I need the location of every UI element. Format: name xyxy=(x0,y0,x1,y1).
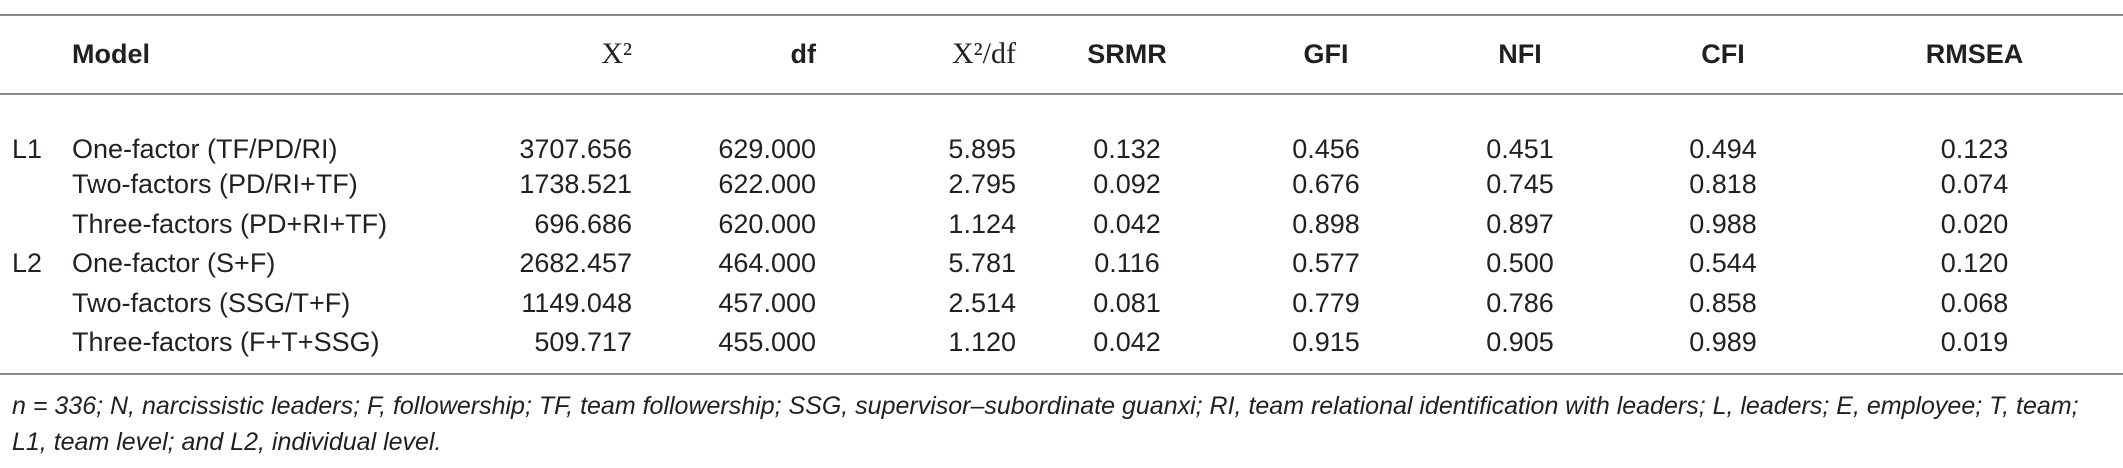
cell-gfi: 0.898 xyxy=(1292,208,1360,239)
cell-gfi: 0.456 xyxy=(1292,134,1360,164)
cell-srmr: 0.116 xyxy=(1094,248,1160,279)
cell-level xyxy=(0,323,72,363)
cell-rmsea: 0.019 xyxy=(1940,327,2009,358)
header-cfi: CFI xyxy=(1701,38,1745,69)
cell-level xyxy=(0,205,72,245)
cell-nfi: 0.745 xyxy=(1486,169,1554,200)
cell-rmsea: 0.068 xyxy=(1940,287,2009,318)
cell-cfi: 0.988 xyxy=(1689,208,1757,239)
header-level xyxy=(0,0,72,108)
cell-chi-square: 1738.521 xyxy=(519,169,632,200)
cell-gfi: 0.676 xyxy=(1292,169,1360,200)
cell-chi-square: 3707.656 xyxy=(519,134,632,164)
cell-cfi: 0.858 xyxy=(1689,287,1757,318)
cell-chi-square: 2682.457 xyxy=(519,248,632,279)
cell-nfi: 0.786 xyxy=(1486,287,1554,318)
cell-model: Two-factors (PD/RI+TF) xyxy=(72,169,358,200)
header-rmsea: RMSEA xyxy=(1925,38,2024,69)
cell-model: Three-factors (PD+RI+TF) xyxy=(72,208,388,239)
cell-nfi: 0.451 xyxy=(1486,134,1554,164)
header-chi-square-df: X²/df xyxy=(952,37,1016,70)
cell-rmsea: 0.123 xyxy=(1940,134,2009,164)
cell-df: 464.000 xyxy=(718,248,816,279)
cell-level: L1 xyxy=(12,134,43,164)
cell-nfi: 0.500 xyxy=(1486,248,1554,279)
cell-cfi: 0.989 xyxy=(1689,327,1757,358)
header-gfi: GFI xyxy=(1303,38,1349,69)
header-nfi: NFI xyxy=(1498,38,1542,69)
cell-model: Three-factors (F+T+SSG) xyxy=(72,327,380,358)
cell-model: One-factor (TF/PD/RI) xyxy=(72,134,338,164)
cell-chi-square-df: 5.781 xyxy=(948,248,1016,279)
cell-cfi: 0.544 xyxy=(1689,248,1757,279)
header-srmr: SRMR xyxy=(1087,38,1167,69)
cell-rmsea: 0.120 xyxy=(1940,248,2009,279)
cell-level: L2 xyxy=(12,248,43,279)
cell-chi-square: 509.717 xyxy=(534,327,632,358)
cell-srmr: 0.092 xyxy=(1093,169,1161,200)
cell-cfi: 0.818 xyxy=(1689,169,1757,200)
cell-srmr: 0.042 xyxy=(1093,208,1161,239)
cell-df: 455.000 xyxy=(718,327,816,358)
table-row: Two-factors (PD/RI+TF) 1738.521 622.000 2.7… xyxy=(0,165,2123,205)
fit-indices-table: Model X² df X²/df SRMR GFI NFI CFI RMSEA… xyxy=(0,0,2123,363)
cell-chi-square-df: 5.895 xyxy=(948,134,1016,164)
header-chi-square: X² xyxy=(601,37,632,70)
table-row: Three-factors (F+T+SSG) 509.717 455.000 1.1… xyxy=(0,323,2123,363)
table-row: Two-factors (SSG/T+F) 1149.048 457.000 2.51… xyxy=(0,284,2123,324)
header-model: Model xyxy=(72,38,150,69)
table-row: Three-factors (PD+RI+TF) 696.686 620.000 1.… xyxy=(0,205,2123,245)
cell-nfi: 0.905 xyxy=(1486,327,1554,358)
cell-srmr: 0.081 xyxy=(1093,287,1161,318)
cell-chi-square: 696.686 xyxy=(534,208,632,239)
cell-chi-square-df: 2.795 xyxy=(948,169,1016,200)
table-footnote: n = 336; N, narcissistic leaders; F, fol… xyxy=(12,392,2079,456)
cell-cfi: 0.494 xyxy=(1689,134,1757,164)
cell-chi-square-df: 1.120 xyxy=(948,327,1016,358)
table-header-rule xyxy=(0,93,2123,95)
cell-nfi: 0.897 xyxy=(1486,208,1554,239)
cell-gfi: 0.577 xyxy=(1292,248,1360,279)
cell-srmr: 0.042 xyxy=(1093,327,1161,358)
header-df: df xyxy=(790,38,816,69)
cell-df: 629.000 xyxy=(718,134,816,164)
cell-df: 620.000 xyxy=(718,208,816,239)
table-header-row: Model X² df X²/df SRMR GFI NFI CFI RMSEA xyxy=(0,0,2123,108)
cell-srmr: 0.132 xyxy=(1093,134,1161,164)
table-bottom-rule xyxy=(0,373,2123,375)
cell-gfi: 0.779 xyxy=(1292,287,1360,318)
cell-chi-square-df: 2.514 xyxy=(948,287,1016,318)
table-row: L2 One-factor (S+F) 2682.457 464.000 5.781 0.… xyxy=(0,244,2123,284)
cell-gfi: 0.915 xyxy=(1292,327,1360,358)
cell-chi-square-df: 1.124 xyxy=(948,208,1016,239)
cell-level xyxy=(0,165,72,205)
table-row: L1 One-factor (TF/PD/RI) 3707.656 629.000 5.… xyxy=(0,108,2123,165)
cell-model: One-factor (S+F) xyxy=(72,248,276,279)
cell-model: Two-factors (SSG/T+F) xyxy=(72,287,351,318)
cell-df: 457.000 xyxy=(718,287,816,318)
cell-rmsea: 0.020 xyxy=(1940,208,2009,239)
table-top-rule xyxy=(0,14,2123,16)
cell-level xyxy=(0,284,72,324)
cell-df: 622.000 xyxy=(718,169,816,200)
cell-chi-square: 1149.048 xyxy=(521,287,632,318)
cell-rmsea: 0.074 xyxy=(1940,169,2009,200)
